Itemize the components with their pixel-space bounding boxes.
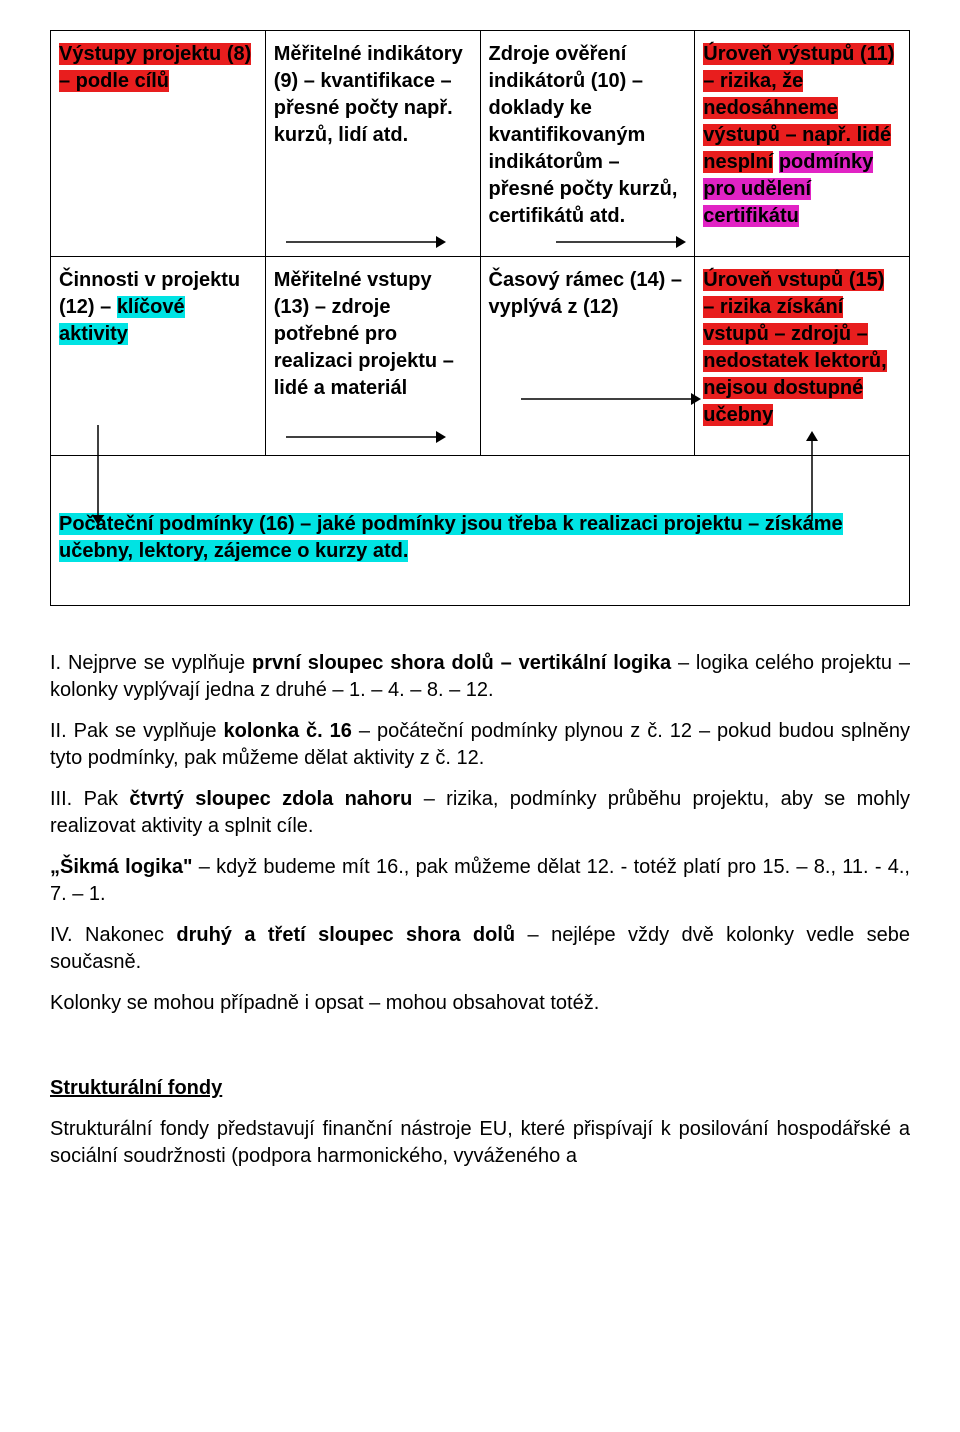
arrow-icon <box>286 230 446 254</box>
cell-r1c3-text: Zdroje ověření indikátorů (10) – doklady… <box>489 43 678 227</box>
p4-a: „Šikmá logika" <box>50 856 192 878</box>
heading-strukturalni: Strukturální fondy <box>50 1075 910 1102</box>
para-1: I. Nejprve se vyplňuje první sloupec sho… <box>50 650 910 704</box>
cell-r1c1-text: Výstupy projektu (8) – podle cílů <box>59 43 251 92</box>
cell-r1c3: Zdroje ověření indikátorů (10) – doklady… <box>480 31 695 257</box>
para-6: Kolonky se mohou případně i opsat – moho… <box>50 990 910 1017</box>
heading-text: Strukturální fondy <box>50 1077 222 1099</box>
p1-bold: první sloupec shora dolů – vertikální lo… <box>252 652 671 674</box>
arrow-icon <box>521 387 701 411</box>
para-5: IV. Nakonec druhý a třetí sloupec shora … <box>50 922 910 976</box>
para-4: „Šikmá logika" – když budeme mít 16., pa… <box>50 854 910 908</box>
cell-r1c4: Úroveň výstupů (11) – rizika, že nedosáh… <box>695 31 910 257</box>
cell-r2c4-text: Úroveň vstupů (15) – rizika získání vstu… <box>703 269 886 426</box>
cell-r1c2-text: Měřitelné indikátory (9) – kvantifikace … <box>274 43 463 146</box>
cell-r3-text: Počáteční podmínky (16) – jaké podmínky … <box>59 513 843 562</box>
cell-r2c2: Měřitelné vstupy (13) – zdroje potřebné … <box>265 257 480 456</box>
p5-bold: druhý a třetí sloupec shora dolů <box>176 924 515 946</box>
p2-before: II. Pak se vyplňuje <box>50 720 224 742</box>
p5-before: IV. Nakonec <box>50 924 176 946</box>
cell-r2c3: Časový rámec (14) – vyplývá z (12) <box>480 257 695 456</box>
para-7: Strukturální fondy představují finanční … <box>50 1116 910 1170</box>
p1-before: I. Nejprve se vyplňuje <box>50 652 252 674</box>
logframe-table: Výstupy projektu (8) – podle cílů Měřite… <box>50 30 910 606</box>
para-2: II. Pak se vyplňuje kolonka č. 16 – počá… <box>50 718 910 772</box>
arrow-icon <box>556 230 686 254</box>
cell-r2c1: Činnosti v projektu (12) – klíčové aktiv… <box>51 257 266 456</box>
cell-r1c2: Měřitelné indikátory (9) – kvantifikace … <box>265 31 480 257</box>
cell-r3: Počáteční podmínky (16) – jaké podmínky … <box>51 456 910 606</box>
cell-r1c1: Výstupy projektu (8) – podle cílů <box>51 31 266 257</box>
cell-r2c2-text: Měřitelné vstupy (13) – zdroje potřebné … <box>274 269 454 399</box>
cell-r2c4: Úroveň vstupů (15) – rizika získání vstu… <box>695 257 910 456</box>
cell-r2c3-text: Časový rámec (14) – vyplývá z (12) <box>489 269 682 318</box>
p2-bold: kolonka č. 16 <box>224 720 352 742</box>
arrow-icon <box>286 425 446 449</box>
p3-before: III. Pak <box>50 788 129 810</box>
p3-bold: čtvrtý sloupec zdola nahoru <box>129 788 412 810</box>
para-3: III. Pak čtvrtý sloupec zdola nahoru – r… <box>50 786 910 840</box>
